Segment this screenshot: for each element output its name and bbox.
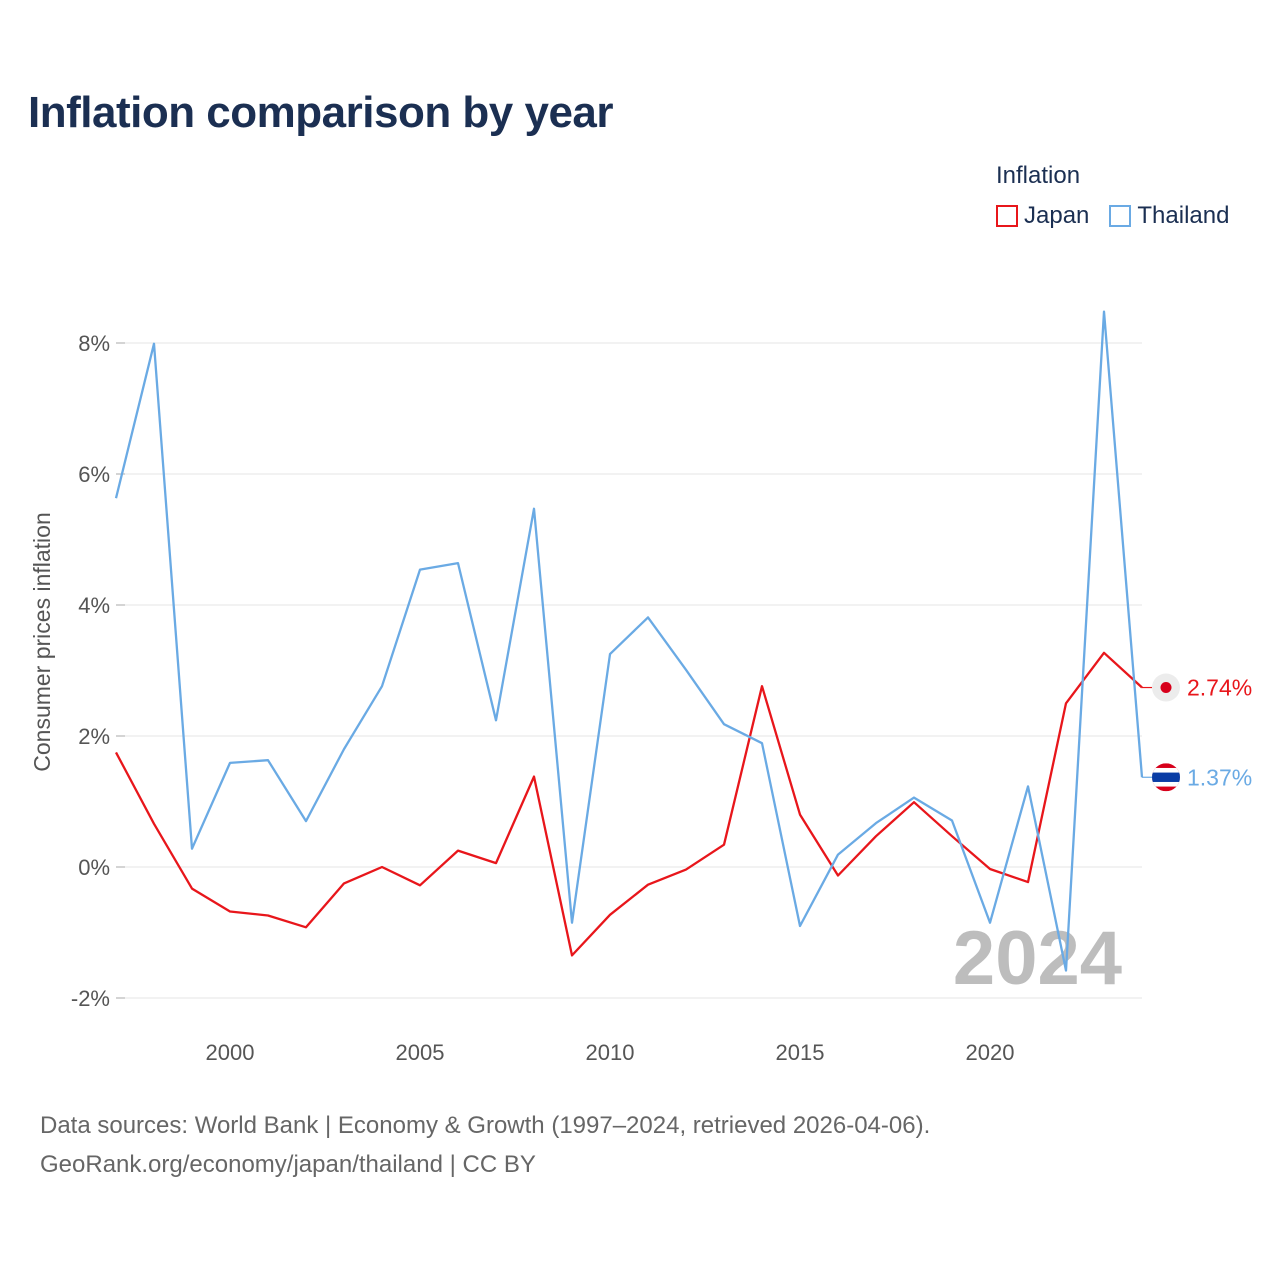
data-point-japan[interactable]	[683, 867, 689, 873]
chart-title: Inflation comparison by year	[28, 88, 614, 137]
data-point-japan[interactable]	[113, 749, 119, 755]
series-lines	[113, 309, 1144, 973]
data-point-japan[interactable]	[987, 866, 993, 872]
data-point-japan[interactable]	[721, 842, 727, 848]
data-point-thailand[interactable]	[227, 760, 233, 766]
y-tick-label: 8%	[78, 331, 110, 356]
thailand-flag-icon	[1152, 763, 1180, 792]
data-point-japan[interactable]	[645, 882, 651, 888]
data-point-thailand[interactable]	[1025, 783, 1031, 789]
x-axis-ticks: 2000 2005 2010 2015 2020	[206, 1040, 1015, 1065]
x-tick-label: 2020	[966, 1040, 1015, 1065]
data-point-japan[interactable]	[531, 774, 537, 780]
series-line-japan[interactable]	[114, 651, 1143, 957]
x-tick-label: 2010	[586, 1040, 635, 1065]
data-point-thailand[interactable]	[379, 683, 385, 689]
data-point-japan[interactable]	[569, 952, 575, 958]
footer: Data sources: World Bank | Economy & Gro…	[40, 1106, 930, 1184]
data-point-japan[interactable]	[493, 860, 499, 866]
data-point-japan[interactable]	[417, 882, 423, 888]
data-point-japan[interactable]	[303, 924, 309, 930]
y-tick-label: -2%	[71, 986, 110, 1011]
y-tick-label: 6%	[78, 462, 110, 487]
x-tick-label: 2005	[396, 1040, 445, 1065]
data-point-japan[interactable]	[607, 912, 613, 918]
data-point-japan[interactable]	[1025, 879, 1031, 885]
data-point-thailand[interactable]	[455, 560, 461, 566]
data-point-japan[interactable]	[265, 912, 271, 918]
data-point-thailand[interactable]	[417, 567, 423, 573]
data-point-japan[interactable]	[341, 880, 347, 886]
data-point-thailand[interactable]	[303, 818, 309, 824]
data-point-thailand[interactable]	[1101, 309, 1107, 315]
legend-item-thailand[interactable]: Thailand	[1109, 202, 1229, 230]
data-point-thailand[interactable]	[987, 920, 993, 926]
gridlines	[116, 342, 1142, 999]
data-point-thailand[interactable]	[265, 757, 271, 763]
y-axis-ticks: 8% 6% 4% 2% 0% -2%	[71, 331, 125, 1011]
data-point-thailand[interactable]	[493, 717, 499, 723]
data-point-japan[interactable]	[873, 833, 879, 839]
legend-swatch-thailand	[1109, 205, 1132, 227]
attribution-link[interactable]: GeoRank.org/economy/japan/thailand | CC …	[40, 1151, 536, 1178]
data-point-thailand[interactable]	[341, 746, 347, 752]
x-tick-label: 2000	[206, 1040, 255, 1065]
data-point-thailand[interactable]	[759, 740, 765, 746]
data-point-thailand[interactable]	[721, 721, 727, 727]
data-point-thailand[interactable]	[645, 614, 651, 620]
y-tick-label: 2%	[78, 724, 110, 749]
data-point-thailand[interactable]	[683, 667, 689, 673]
data-point-thailand[interactable]	[607, 651, 613, 657]
data-point-japan[interactable]	[797, 812, 803, 818]
data-point-thailand[interactable]	[1063, 967, 1069, 973]
data-point-thailand[interactable]	[911, 795, 917, 801]
japan-flag-icon	[1152, 673, 1180, 702]
data-point-thailand[interactable]	[949, 817, 955, 823]
data-point-japan[interactable]	[227, 909, 233, 915]
legend-item-japan[interactable]: Japan	[996, 202, 1089, 230]
series-line-thailand[interactable]	[114, 310, 1144, 972]
data-point-thailand[interactable]	[531, 506, 537, 512]
data-point-japan[interactable]	[835, 873, 841, 879]
source-note: Data sources: World Bank | Economy & Gro…	[40, 1112, 931, 1139]
end-markers: 2.74% 1.37%	[1142, 673, 1252, 792]
data-point-thailand[interactable]	[151, 341, 157, 347]
legend-swatch-japan	[996, 205, 1018, 227]
y-axis-label: Consumer prices inflation	[29, 512, 55, 772]
data-point-thailand[interactable]	[797, 923, 803, 929]
x-tick-label: 2015	[776, 1040, 825, 1065]
data-point-japan[interactable]	[759, 683, 765, 689]
data-point-thailand[interactable]	[835, 852, 841, 858]
data-point-japan[interactable]	[949, 833, 955, 839]
year-overlay: 2024	[953, 916, 1122, 1001]
data-point-thailand[interactable]	[873, 820, 879, 826]
y-tick-label: 4%	[78, 593, 110, 618]
data-point-thailand[interactable]	[569, 920, 575, 926]
data-point-thailand[interactable]	[189, 846, 195, 852]
data-point-japan[interactable]	[151, 821, 157, 827]
end-value-label-japan: 2.74%	[1187, 675, 1252, 701]
data-point-japan[interactable]	[189, 886, 195, 892]
legend-title: Inflation	[996, 162, 1081, 189]
legend-label-thailand: Thailand	[1137, 202, 1230, 229]
end-value-label-thailand: 1.37%	[1187, 764, 1252, 790]
data-point-japan[interactable]	[1063, 700, 1069, 706]
data-point-thailand[interactable]	[113, 495, 119, 501]
legend: Inflation Japan Thailand	[996, 162, 1229, 230]
data-point-japan[interactable]	[1101, 650, 1107, 656]
data-point-japan[interactable]	[455, 848, 461, 854]
data-point-japan[interactable]	[379, 864, 385, 870]
legend-label-japan: Japan	[1024, 202, 1090, 229]
y-tick-label: 0%	[78, 855, 110, 880]
